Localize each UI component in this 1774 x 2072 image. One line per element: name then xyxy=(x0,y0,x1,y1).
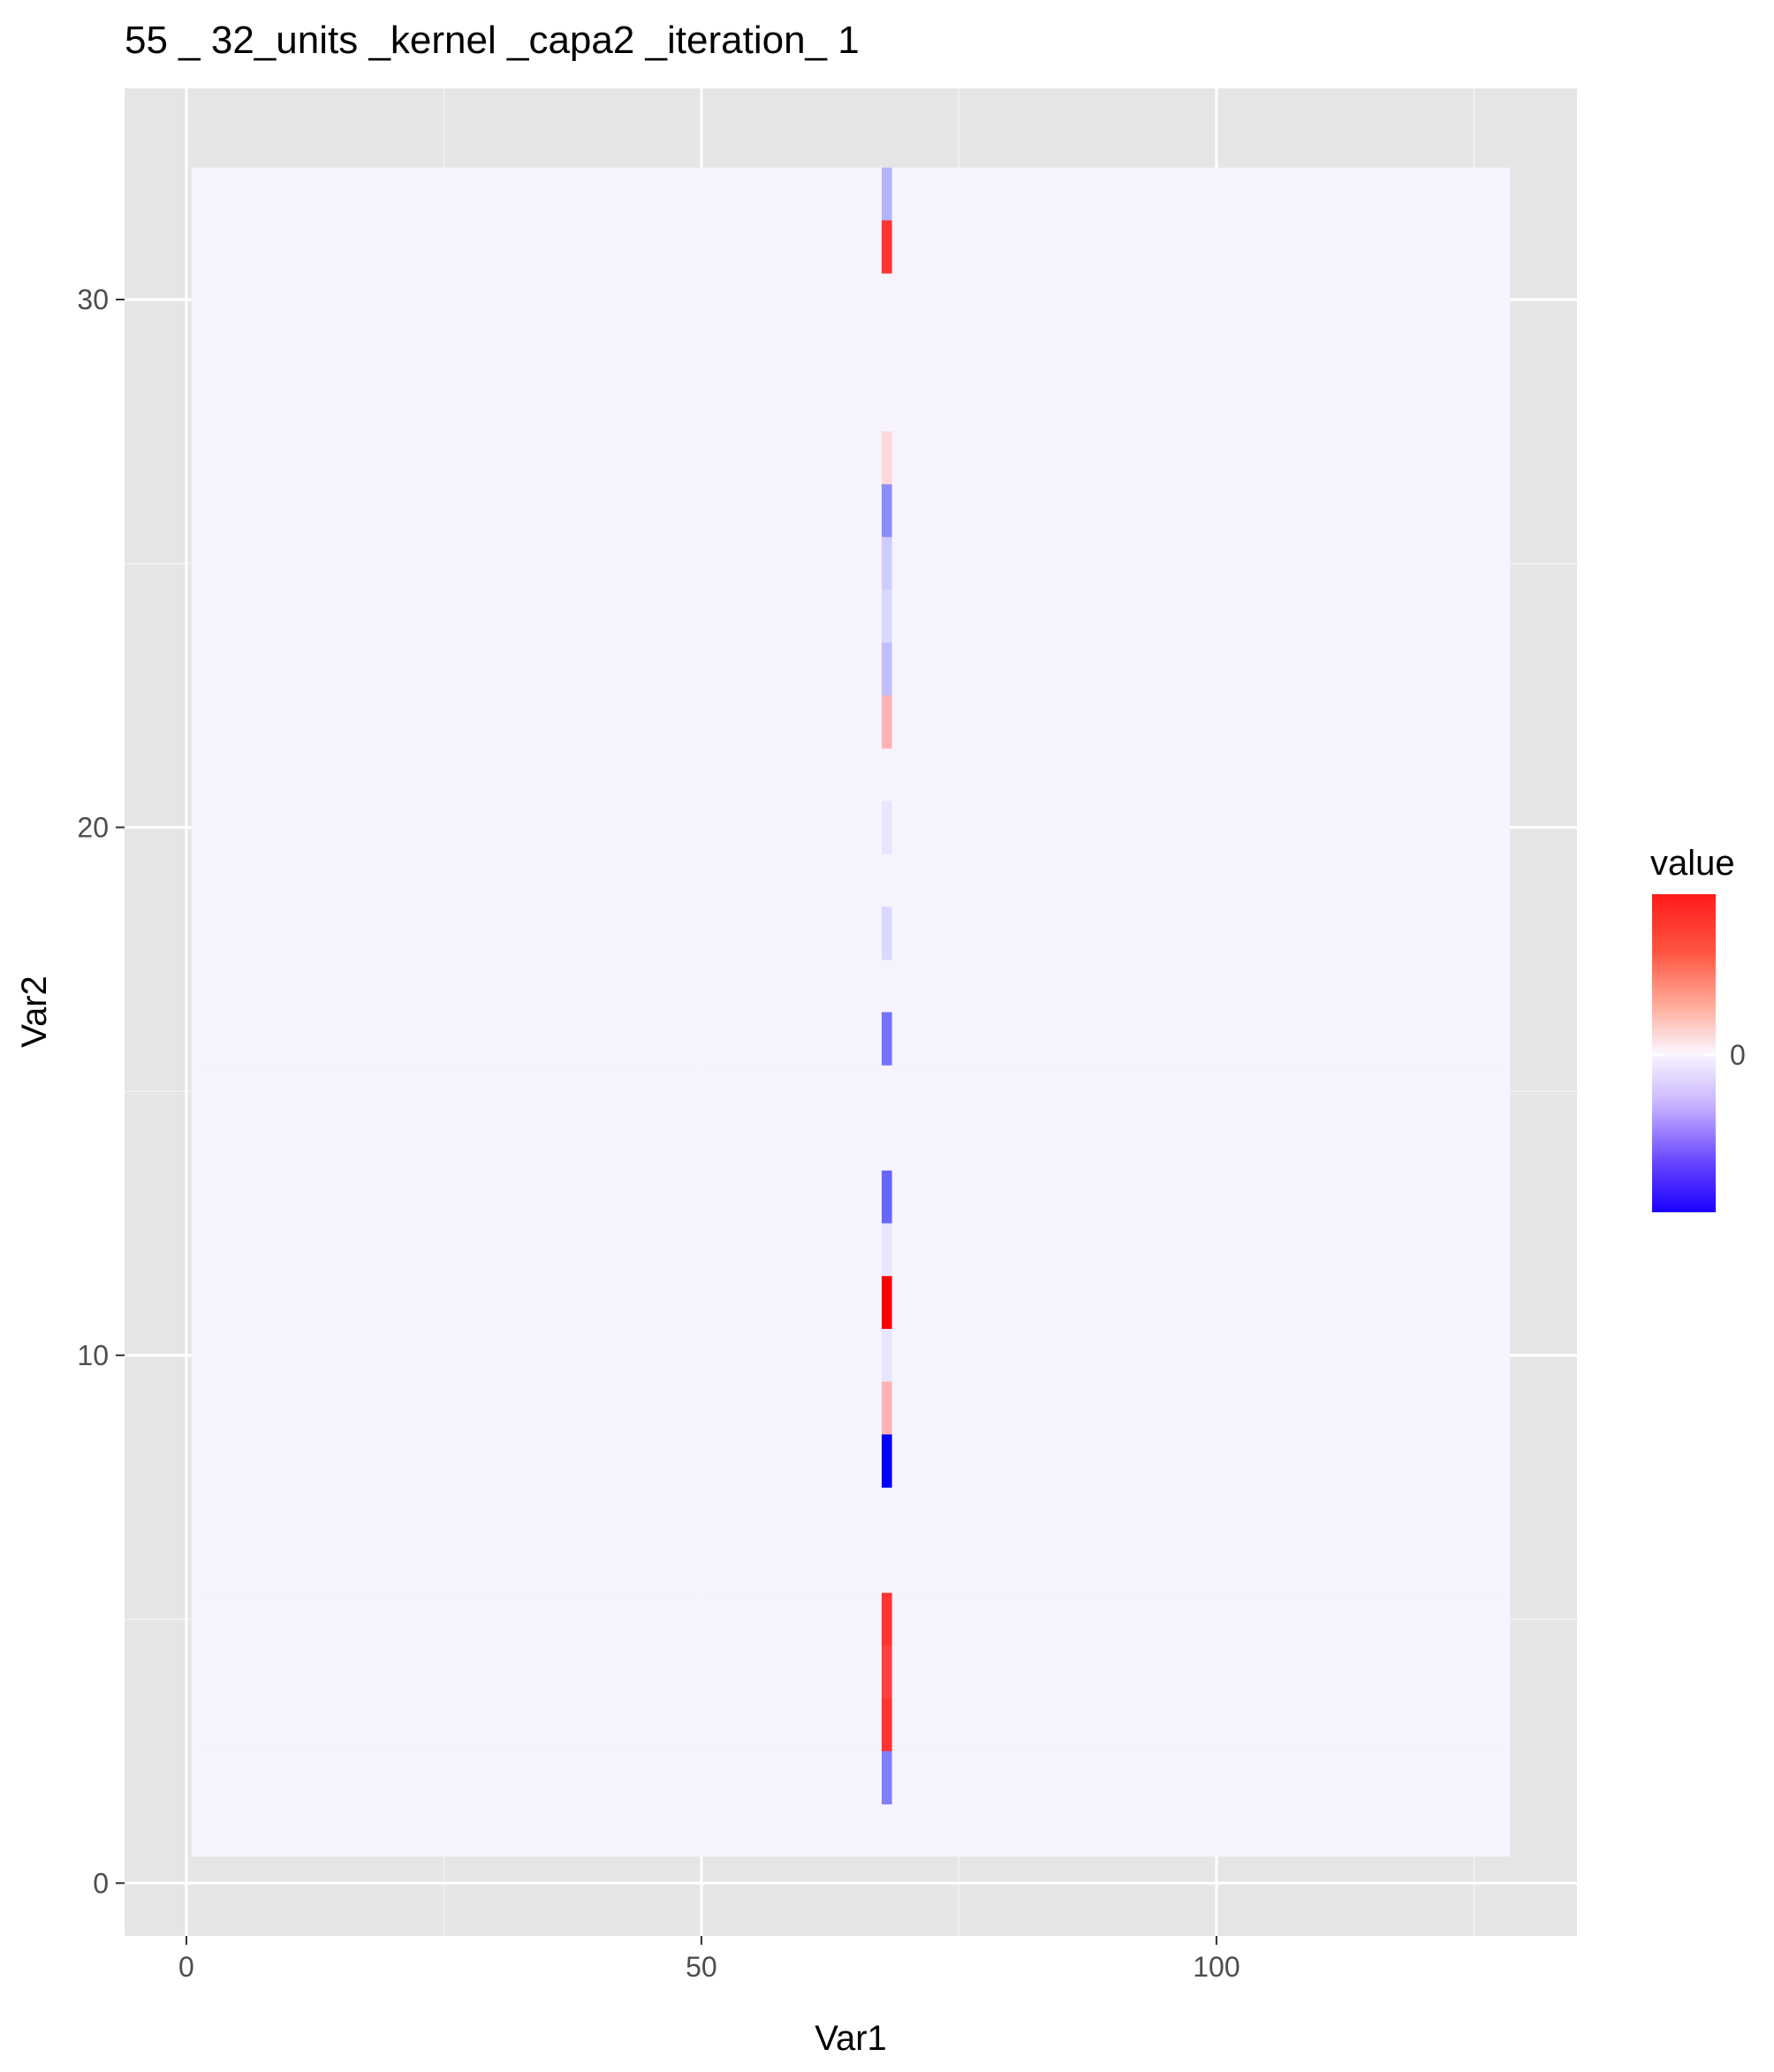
heatmap-cell xyxy=(881,536,892,591)
heatmap-row xyxy=(191,536,1511,590)
y-tick-label: 20 xyxy=(77,811,109,843)
x-tick-label: 0 xyxy=(178,1951,194,1983)
heatmap-cell xyxy=(881,1012,892,1066)
heatmap-row xyxy=(191,484,1511,537)
heatmap-cell xyxy=(881,1170,892,1224)
heatmap-cell xyxy=(881,431,892,485)
heatmap-cell xyxy=(881,801,892,854)
heatmap-row xyxy=(191,959,1511,1013)
heatmap-row xyxy=(191,1065,1511,1118)
heatmap-row xyxy=(191,325,1511,379)
heatmap-row xyxy=(191,1012,1511,1066)
legend-label-zero: 0 xyxy=(1730,1039,1746,1071)
heatmap-row xyxy=(191,1645,1511,1699)
heatmap-cell xyxy=(881,1223,892,1277)
heatmap-row xyxy=(191,854,1511,907)
heatmap-cell xyxy=(881,1276,892,1330)
heatmap-row xyxy=(191,1328,1511,1382)
heatmap-row xyxy=(191,1487,1511,1540)
heatmap-cell xyxy=(881,1645,892,1699)
heatmap-row xyxy=(191,1117,1511,1171)
heatmap-row xyxy=(191,1539,1511,1593)
heatmap-row xyxy=(191,431,1511,485)
heatmap-row xyxy=(191,167,1511,221)
heatmap-row xyxy=(191,1223,1511,1277)
heatmap-cell xyxy=(881,589,892,643)
heatmap-row xyxy=(191,1381,1511,1435)
y-tick-label: 30 xyxy=(77,284,109,315)
heatmap-row xyxy=(191,589,1511,643)
heatmap-row xyxy=(191,695,1511,748)
x-axis-title: Var1 xyxy=(815,2019,887,2058)
heatmap-cell xyxy=(881,220,892,274)
heatmap-cell xyxy=(881,1750,892,1805)
heatmap-row xyxy=(191,273,1511,326)
y-tick-label: 0 xyxy=(93,1867,109,1899)
heatmap-cell xyxy=(881,907,892,960)
heatmap-row xyxy=(191,1170,1511,1224)
heatmap-cell xyxy=(881,484,892,538)
heatmap-row xyxy=(191,1698,1511,1751)
heatmap-cell xyxy=(881,1592,892,1646)
heatmap-row xyxy=(191,1803,1511,1857)
heatmap-row xyxy=(191,1276,1511,1329)
heatmap-row xyxy=(191,748,1511,801)
heatmap-cell xyxy=(881,642,892,696)
heatmap-row xyxy=(191,1750,1511,1804)
heatmap-cell xyxy=(881,167,892,221)
heatmap-cell xyxy=(881,1328,892,1383)
legend: value 0 xyxy=(1650,844,1746,1212)
chart-title: 55 _ 32_units _kernel _capa2 _iteration_… xyxy=(125,19,860,62)
heatmap-cell xyxy=(881,1434,892,1488)
axes: 0 50 100 0 10 20 30 xyxy=(77,284,1240,1983)
x-tick-label: 50 xyxy=(686,1951,717,1983)
heatmap-row xyxy=(191,1434,1511,1488)
y-tick-label: 10 xyxy=(77,1340,109,1371)
heatmap-row xyxy=(191,907,1511,960)
heatmap-cell xyxy=(881,695,892,749)
heatmap-row xyxy=(191,1592,1511,1646)
heatmap-row xyxy=(191,220,1511,274)
legend-colorbar xyxy=(1652,894,1716,1212)
heatmap-cells xyxy=(191,167,1511,1857)
y-axis-title: Var2 xyxy=(15,975,54,1048)
heatmap-row xyxy=(191,642,1511,696)
heatmap-row xyxy=(191,378,1511,432)
heatmap-cell xyxy=(881,1698,892,1752)
legend-title: value xyxy=(1650,844,1735,883)
x-tick-label: 100 xyxy=(1193,1951,1240,1983)
heatmap-cell xyxy=(881,1381,892,1435)
heatmap-row xyxy=(191,801,1511,854)
